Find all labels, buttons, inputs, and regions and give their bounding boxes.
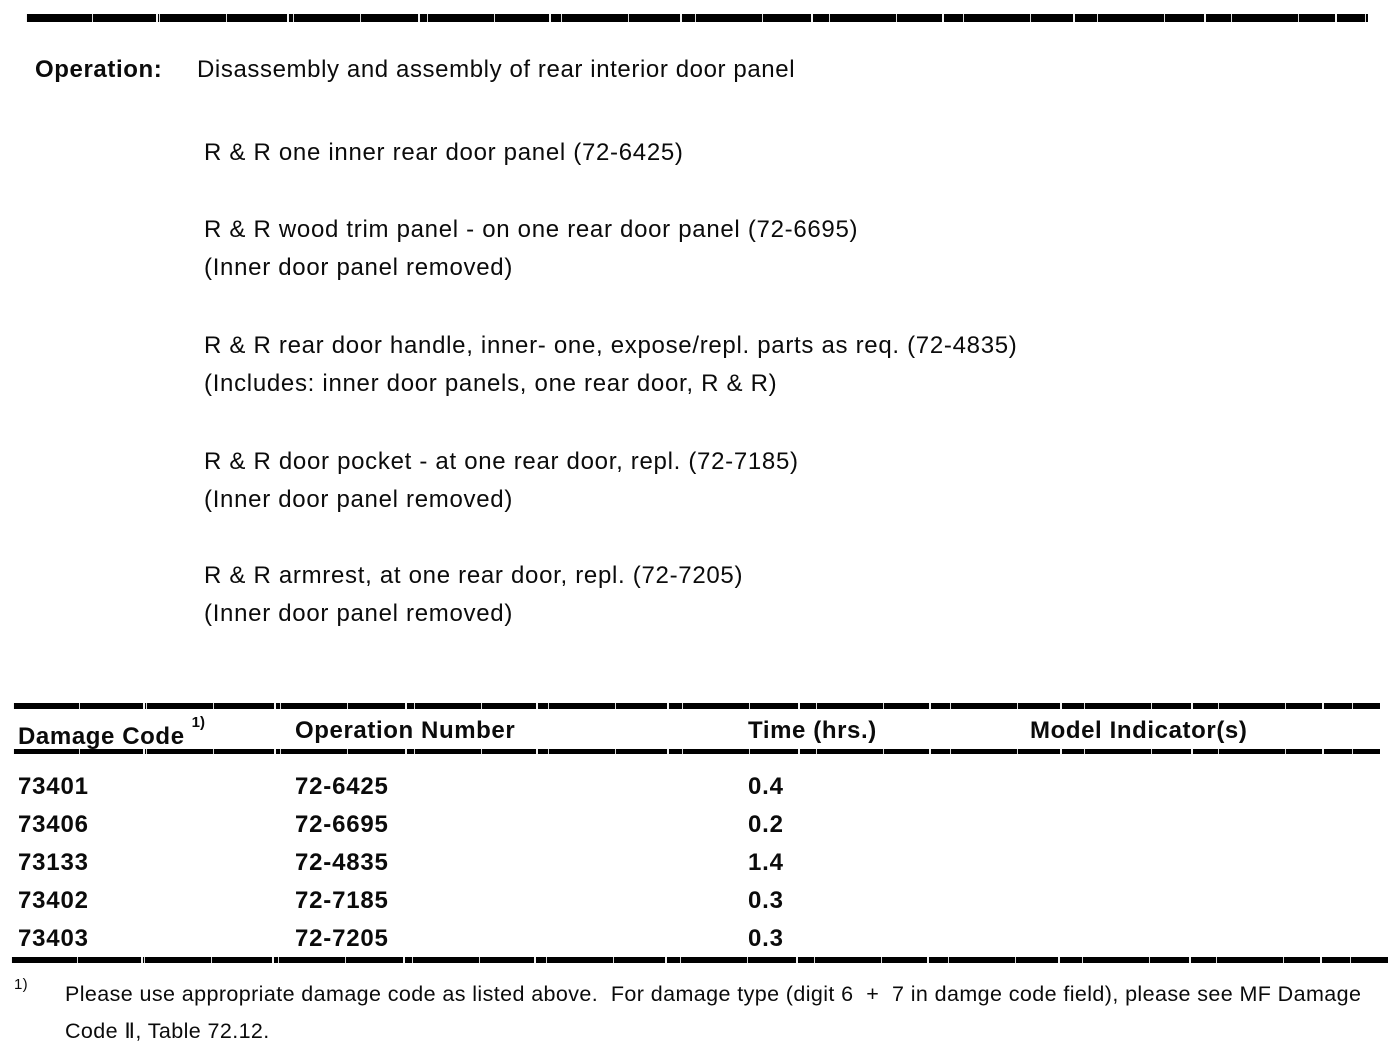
operation-note-line: (Inner door panel removed) bbox=[204, 486, 514, 513]
operation-label: Operation: bbox=[35, 56, 163, 83]
cell-damage-code: 73401 bbox=[18, 773, 89, 800]
operation-item: R & R one inner rear door panel (72-6425… bbox=[204, 134, 1354, 172]
operation-item: R & R wood trim panel - on one rear door… bbox=[204, 211, 1354, 287]
table-row: 73403 72-7205 0.3 bbox=[0, 920, 1392, 958]
cell-operation-number: 72-6425 bbox=[295, 773, 389, 800]
table-header-rule-top bbox=[12, 703, 1380, 709]
column-header-operation-number: Operation Number bbox=[295, 717, 516, 744]
column-header-damage-code: Damage Code 1) bbox=[18, 712, 205, 756]
operation-line: R & R door pocket - at one rear door, re… bbox=[204, 448, 799, 475]
footnote-ref: 1) bbox=[14, 976, 28, 993]
operation-note-line: (Includes: inner door panels, one rear d… bbox=[204, 370, 778, 397]
column-header-damage-code-text: Damage Code bbox=[18, 723, 185, 750]
operation-item: R & R rear door handle, inner- one, expo… bbox=[204, 327, 1354, 403]
operation-note-line: (Inner door panel removed) bbox=[204, 600, 514, 627]
footnote-line: Please use appropriate damage code as li… bbox=[65, 982, 1362, 1006]
operation-line: R & R armrest, at one rear door, repl. (… bbox=[204, 562, 744, 589]
table-row: 73406 72-6695 0.2 bbox=[0, 806, 1392, 844]
cell-operation-number: 72-4835 bbox=[295, 849, 389, 876]
operation-title: Disassembly and assembly of rear interio… bbox=[197, 56, 796, 83]
operation-header: Operation: Disassembly and assembly of r… bbox=[0, 55, 1392, 85]
cell-damage-code: 73406 bbox=[18, 811, 89, 838]
table-row: 73133 72-4835 1.4 bbox=[0, 844, 1392, 882]
operation-item: R & R armrest, at one rear door, repl. (… bbox=[204, 557, 1354, 633]
cell-damage-code: 73133 bbox=[18, 849, 89, 876]
table-row: 73402 72-7185 0.3 bbox=[0, 882, 1392, 920]
table-bottom-rule bbox=[10, 957, 1388, 963]
column-header-time: Time (hrs.) bbox=[748, 717, 877, 744]
operation-line: R & R rear door handle, inner- one, expo… bbox=[204, 332, 1018, 359]
cell-operation-number: 72-7185 bbox=[295, 887, 389, 914]
cell-time: 0.2 bbox=[748, 811, 784, 838]
cell-operation-number: 72-6695 bbox=[295, 811, 389, 838]
operation-note-line: (Inner door panel removed) bbox=[204, 254, 514, 281]
column-header-model-indicators: Model Indicator(s) bbox=[1030, 717, 1248, 744]
cell-time: 0.3 bbox=[748, 887, 784, 914]
footnote-ref-mark: 1) bbox=[191, 714, 205, 731]
table-header-row: Damage Code 1) Operation Number Time (hrs… bbox=[0, 712, 1392, 750]
horizontal-rule-top bbox=[25, 14, 1368, 22]
operation-item: R & R door pocket - at one rear door, re… bbox=[204, 443, 1354, 519]
cell-damage-code: 73403 bbox=[18, 925, 89, 952]
cell-time: 0.3 bbox=[748, 925, 784, 952]
operation-line: R & R one inner rear door panel (72-6425… bbox=[204, 139, 684, 166]
operation-line: R & R wood trim panel - on one rear door… bbox=[204, 216, 859, 243]
cell-time: 0.4 bbox=[748, 773, 784, 800]
footnote-line: Code Ⅱ, Table 72.12. bbox=[65, 1019, 270, 1043]
cell-damage-code: 73402 bbox=[18, 887, 89, 914]
cell-time: 1.4 bbox=[748, 849, 784, 876]
table-header-rule-bottom bbox=[12, 749, 1380, 754]
cell-operation-number: 72-7205 bbox=[295, 925, 389, 952]
table-row: 73401 72-6425 0.4 bbox=[0, 768, 1392, 806]
